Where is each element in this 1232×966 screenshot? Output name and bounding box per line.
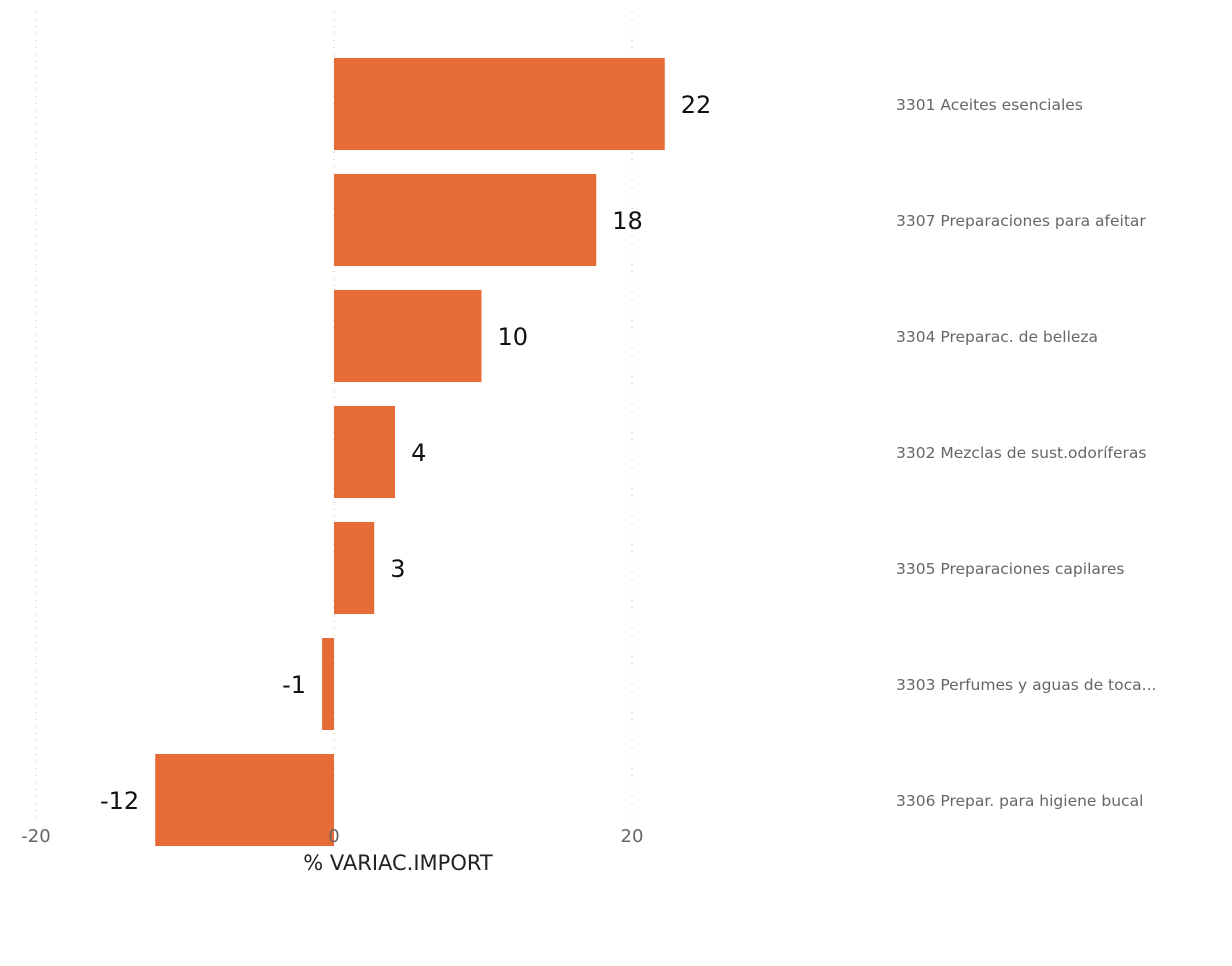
bars xyxy=(155,58,665,846)
data-labels: 22 18 10 4 3 -1 -12 xyxy=(100,91,711,815)
x-tick-label: 20 xyxy=(621,826,644,847)
data-label: 10 xyxy=(498,323,529,351)
category-labels: 3301 Aceites esenciales 3307 Preparacione… xyxy=(896,96,1156,810)
category-label: 3307 Preparaciones para afeitar xyxy=(896,212,1146,230)
data-label: 4 xyxy=(411,439,426,467)
x-axis-ticks: -20 0 20 xyxy=(21,826,643,847)
category-label: 3302 Mezclas de sust.odoríferas xyxy=(896,444,1146,462)
bar xyxy=(322,638,334,730)
data-label: 3 xyxy=(390,555,405,583)
bar xyxy=(334,58,665,150)
category-label: 3306 Prepar. para higiene bucal xyxy=(896,792,1143,810)
category-label: 3304 Preparac. de belleza xyxy=(896,328,1098,346)
x-tick-label: -20 xyxy=(21,826,50,847)
data-label: 18 xyxy=(612,207,643,235)
data-label: -12 xyxy=(100,787,139,815)
category-label: 3305 Preparaciones capilares xyxy=(896,560,1125,578)
x-tick-label: 0 xyxy=(328,826,339,847)
bar xyxy=(334,174,597,266)
bar xyxy=(334,290,482,382)
bar xyxy=(334,406,396,498)
bar xyxy=(334,522,375,614)
data-label: 22 xyxy=(681,91,712,119)
bar xyxy=(155,754,334,846)
category-label: 3301 Aceites esenciales xyxy=(896,96,1083,114)
data-label: -1 xyxy=(282,671,306,699)
x-axis-title: % VARIAC.IMPORT xyxy=(303,851,493,875)
category-label: 3303 Perfumes y aguas de toca... xyxy=(896,676,1156,694)
